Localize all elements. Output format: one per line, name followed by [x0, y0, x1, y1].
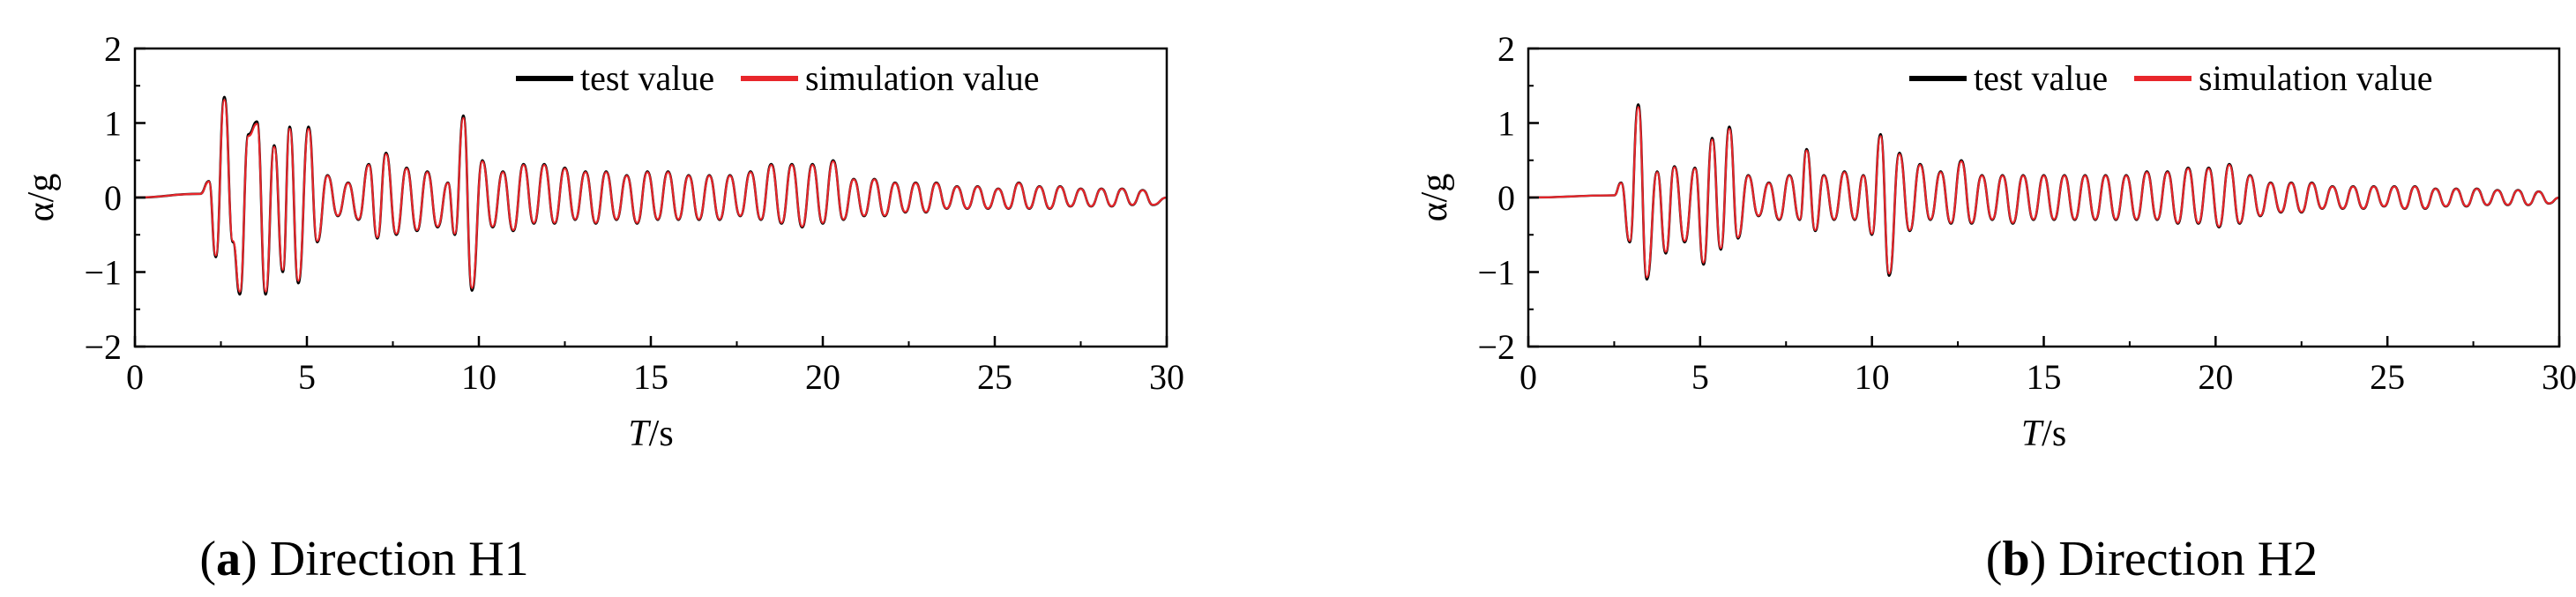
- y-tick-label: 2: [1497, 29, 1515, 69]
- series-line-simulation-value: [134, 99, 1168, 293]
- x-tick-label: 30: [2542, 357, 2576, 397]
- y-tick-label: −2: [1477, 327, 1515, 367]
- y-axis-label: α/g: [1415, 174, 1455, 222]
- x-tick-label: 15: [633, 357, 668, 397]
- caption-a: (a) Direction H1: [199, 532, 528, 586]
- x-tick-label: 15: [2027, 357, 2062, 397]
- legend-label-simulation-value: simulation value: [805, 58, 1040, 98]
- x-tick-label: 0: [1519, 357, 1537, 397]
- caption-b: (b) Direction H2: [1986, 532, 2318, 586]
- x-tick-label: 10: [1855, 357, 1890, 397]
- series-group: [134, 95, 1168, 296]
- legend: test value simulation value: [516, 58, 1040, 98]
- y-tick-label: 1: [104, 104, 122, 144]
- y-tick-label: 0: [104, 178, 122, 218]
- y-tick-label: −1: [84, 253, 122, 293]
- series-line-simulation-value: [1527, 106, 2560, 279]
- x-axis-label: T/s: [2021, 414, 2066, 454]
- x-axis-label: T/s: [628, 414, 673, 454]
- x-tick-label: 20: [2198, 357, 2233, 397]
- y-axis-label: α/g: [21, 174, 62, 222]
- x-tick-label: 5: [1691, 357, 1709, 397]
- legend-label-simulation-value: simulation value: [2199, 58, 2433, 98]
- y-tick-label: 1: [1497, 104, 1515, 144]
- x-tick-label: 30: [1149, 357, 1184, 397]
- legend: test value simulation value: [1909, 58, 2433, 98]
- legend-label-test-value: test value: [580, 58, 714, 98]
- x-tick-label: 5: [298, 357, 316, 397]
- x-tick-label: 0: [126, 357, 144, 397]
- x-tick-label: 25: [977, 357, 1012, 397]
- y-tick-label: 2: [104, 29, 122, 69]
- x-tick-label: 10: [461, 357, 497, 397]
- y-tick-label: 0: [1497, 178, 1515, 218]
- y-tick-label: −2: [84, 327, 122, 367]
- legend-label-test-value: test value: [1974, 58, 2108, 98]
- series-group: [1527, 103, 2560, 281]
- x-tick-label: 25: [2370, 357, 2405, 397]
- series-line-test-value: [134, 95, 1168, 296]
- series-line-test-value: [1527, 103, 2560, 281]
- y-tick-label: −1: [1477, 253, 1515, 293]
- x-tick-label: 20: [805, 357, 840, 397]
